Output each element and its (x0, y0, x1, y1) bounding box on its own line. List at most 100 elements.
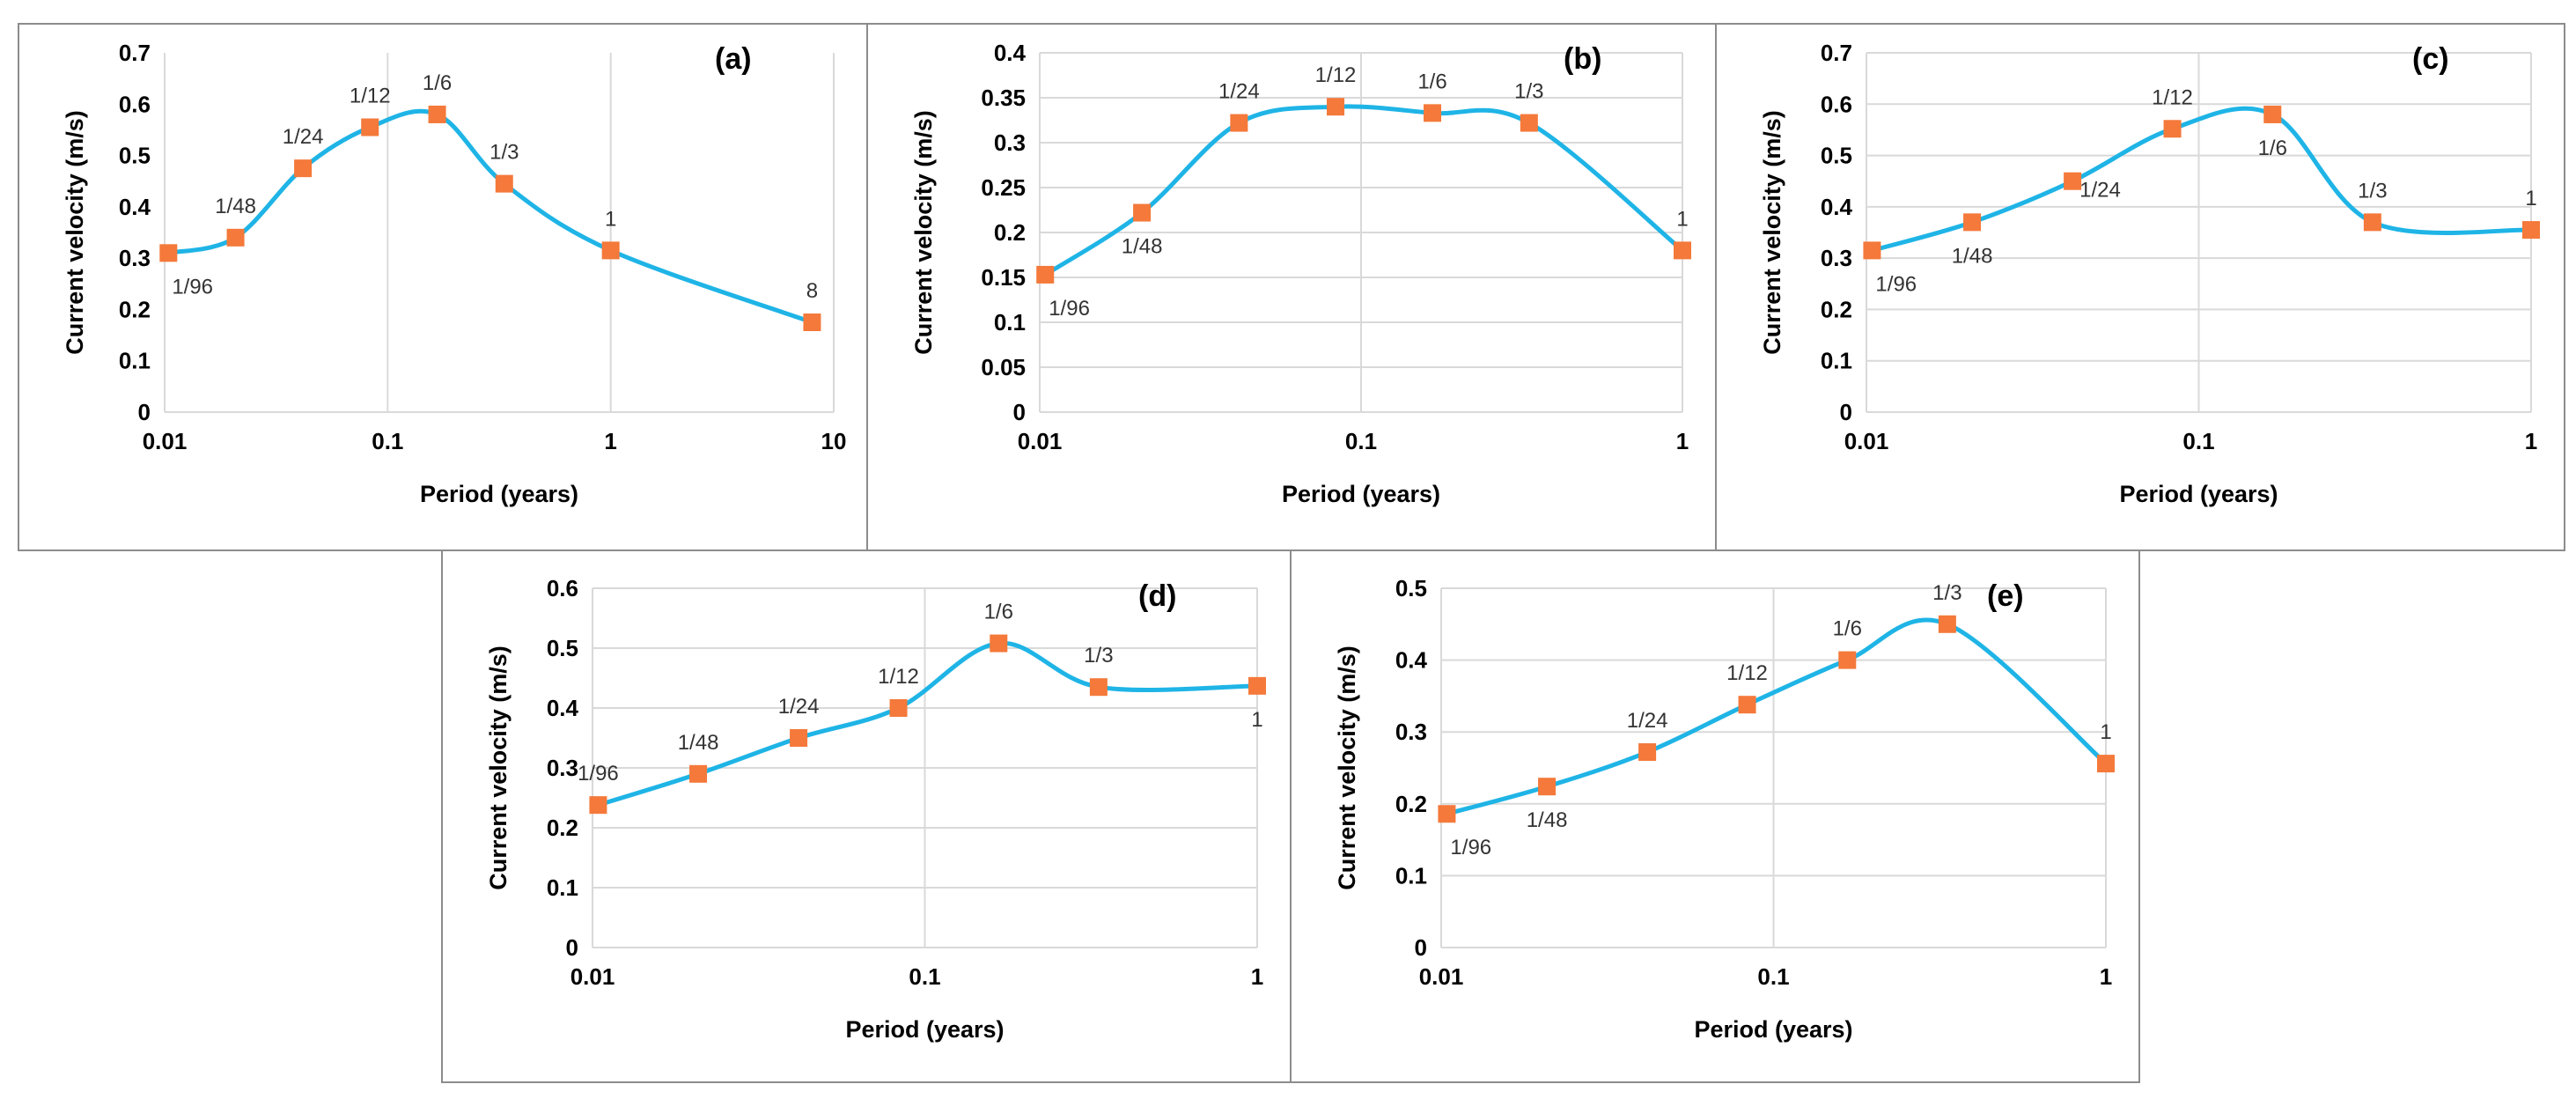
data-point (1133, 203, 1152, 222)
panel-tag: (b) (1564, 42, 1601, 76)
data-label: 1/48 (1527, 808, 1568, 832)
y-tick-label: 0.4 (547, 695, 579, 721)
y-tick-label: 0.4 (994, 40, 1027, 66)
data-point (1938, 615, 1956, 633)
x-tick-label: 1 (604, 428, 616, 454)
y-axis-title: Current velocity (m/s) (910, 110, 937, 355)
y-axis-title: Current velocity (m/s) (62, 110, 88, 355)
data-label: 1/96 (1875, 272, 1917, 296)
x-tick-label: 10 (821, 428, 847, 454)
y-tick-label: 0.1 (119, 348, 151, 374)
x-axis-title: Period (years) (2119, 481, 2278, 507)
data-point (294, 159, 313, 178)
data-point (1438, 805, 1456, 823)
data-label: 1 (605, 207, 616, 231)
y-axis-title: Current velocity (m/s) (1334, 645, 1360, 890)
y-tick-label: 0.3 (1395, 719, 1427, 745)
y-tick-label: 0.7 (119, 40, 151, 66)
y-tick-label: 0 (1415, 934, 1427, 961)
data-point (428, 105, 446, 123)
chart-b: 0 0.05 0.1 0.15 0.2 0.25 0.3 0.35 0.4 0.01 0.1 1 Per… (910, 40, 1691, 507)
data-point (1248, 676, 1266, 695)
y-tick-label: 0.5 (119, 143, 151, 169)
y-tick-label: 0.1 (547, 874, 578, 901)
panel-tag: (e) (1987, 579, 2024, 613)
x-tick-label: 1 (2525, 428, 2537, 454)
chart-c: 0 0.1 0.2 0.3 0.4 0.5 0.6 0.7 0.01 0.1 1 Period (ye… (1759, 40, 2540, 507)
panel-tag: (a) (715, 42, 752, 76)
x-tick-label: 0.1 (909, 963, 940, 990)
data-label: 1/24 (283, 125, 324, 149)
y-tick-label: 0.4 (1395, 647, 1428, 674)
chart-panel-c: 0 0.1 0.2 0.3 0.4 0.5 0.6 0.7 0.01 0.1 1 Period (ye… (1715, 23, 2565, 551)
data-label: 1/24 (778, 695, 820, 719)
data-point (1863, 241, 1881, 260)
data-label: 1 (1251, 708, 1262, 732)
y-tick-label: 0.2 (1821, 296, 1852, 322)
data-label: 1/3 (1932, 581, 1961, 605)
data-point (990, 634, 1008, 653)
y-tick-label: 0.4 (119, 194, 151, 220)
data-point (361, 118, 379, 136)
x-axis-title: Period (years) (1282, 481, 1440, 507)
y-tick-label: 0.5 (1821, 143, 1852, 169)
chart-panel-d: 0 0.1 0.2 0.3 0.4 0.5 0.6 0.01 0.1 1 Period (years… (441, 550, 1292, 1083)
chart-d: 0 0.1 0.2 0.3 0.4 0.5 0.6 0.01 0.1 1 Period (years… (485, 575, 1266, 1043)
y-tick-label: 0.2 (1395, 791, 1427, 817)
x-axis-title: Period (years) (420, 481, 578, 507)
data-label: 1/3 (1084, 644, 1113, 668)
data-point (1674, 241, 1691, 260)
data-label: 1/6 (1833, 617, 1862, 641)
x-axis-title: Period (years) (845, 1016, 1004, 1043)
data-label: 1 (2100, 720, 2111, 744)
data-label: 1/96 (1450, 836, 1491, 859)
data-label: 1/48 (1122, 235, 1163, 259)
y-tick-label: 0.1 (1821, 348, 1852, 374)
x-tick-label: 0.1 (2182, 428, 2214, 454)
data-point (601, 241, 620, 260)
data-label: 1/6 (2258, 136, 2287, 160)
data-label: 1/3 (1514, 80, 1543, 104)
data-point (803, 313, 821, 331)
data-label: 1/12 (1726, 661, 1768, 685)
data-label: 1/48 (678, 731, 719, 755)
x-tick-label: 1 (2100, 963, 2112, 990)
x-tick-label: 0.01 (570, 963, 615, 990)
chart-panel-a: 0 0.1 0.2 0.3 0.4 0.5 0.6 0.7 0.01 0.1 1 10 Period (… (18, 23, 868, 551)
data-point (2064, 172, 2082, 190)
y-tick-label: 0.3 (1821, 245, 1852, 271)
data-point (1520, 114, 1538, 132)
x-tick-label: 0.01 (143, 428, 188, 454)
x-tick-label: 1 (1676, 428, 1689, 454)
y-tick-label: 0.3 (994, 129, 1026, 156)
data-point (1230, 114, 1248, 132)
x-tick-label: 1 (1251, 963, 1263, 990)
x-tick-label: 0.1 (372, 428, 403, 454)
panel-tag: (d) (1138, 579, 1176, 613)
data-point (2163, 120, 2182, 138)
data-point (1089, 678, 1108, 697)
y-tick-label: 0.2 (119, 296, 151, 322)
data-label: 1/12 (2152, 85, 2193, 109)
chart-panel-e: 0 0.1 0.2 0.3 0.4 0.5 0.01 0.1 1 Period (years) Cu… (1290, 550, 2140, 1083)
data-label: 1 (2525, 187, 2536, 210)
data-label: 1/96 (578, 762, 619, 786)
y-tick-label: 0.2 (994, 219, 1026, 246)
data-label: 1/12 (1315, 63, 1357, 87)
data-point (1327, 98, 1345, 116)
data-label: 1/24 (1218, 80, 1260, 104)
data-label: 1/96 (172, 275, 213, 299)
y-tick-label: 0.7 (1821, 40, 1852, 66)
data-point (2363, 213, 2381, 232)
data-label: 1/24 (2079, 179, 2121, 203)
data-point (1424, 104, 1442, 122)
data-point (2097, 755, 2115, 773)
data-label: 1/48 (215, 195, 256, 218)
y-tick-label: 0.3 (547, 755, 578, 781)
data-point (1036, 265, 1055, 284)
data-point (1738, 696, 1756, 714)
data-point (1638, 743, 1657, 762)
y-tick-label: 0.25 (981, 174, 1026, 201)
y-tick-label: 0.6 (119, 91, 151, 117)
x-tick-label: 0.01 (1018, 428, 1063, 454)
